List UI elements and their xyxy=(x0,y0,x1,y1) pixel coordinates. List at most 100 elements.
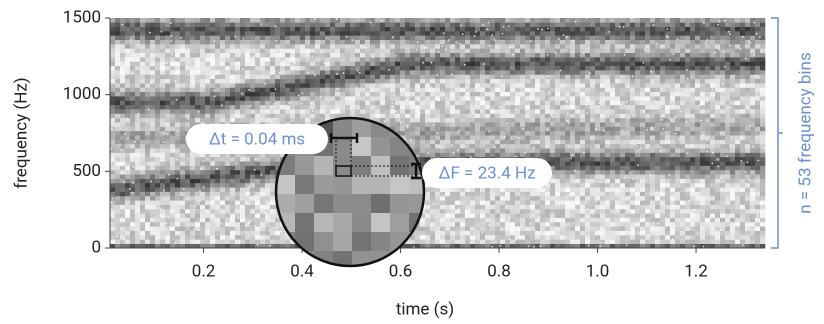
pixel xyxy=(225,174,231,179)
pixel xyxy=(260,44,266,49)
pixel xyxy=(255,200,261,205)
pixel xyxy=(530,22,536,27)
pixel xyxy=(570,96,576,101)
pixel xyxy=(465,191,471,197)
pixel xyxy=(370,52,376,58)
pixel xyxy=(200,169,206,175)
pixel xyxy=(465,117,471,123)
pixel xyxy=(365,109,371,114)
pixel xyxy=(410,234,416,240)
pixel xyxy=(155,126,161,132)
pixel xyxy=(205,213,211,218)
pixel xyxy=(185,113,191,119)
pixel xyxy=(450,217,456,223)
pixel xyxy=(175,234,181,240)
pixel xyxy=(570,239,576,244)
pixel xyxy=(120,200,126,205)
pixel xyxy=(570,39,576,45)
pixel xyxy=(455,139,461,145)
pixel xyxy=(275,109,281,114)
pixel xyxy=(285,18,291,23)
pixel xyxy=(235,174,241,179)
pixel xyxy=(125,191,131,197)
pixel xyxy=(195,191,201,197)
pixel xyxy=(440,230,446,236)
pixel xyxy=(165,126,171,132)
pixel xyxy=(495,208,501,214)
pixel xyxy=(290,87,296,93)
pixel xyxy=(440,70,446,75)
pixel xyxy=(535,44,541,49)
pixel xyxy=(335,70,341,75)
pixel xyxy=(410,31,416,36)
pixel xyxy=(450,57,456,62)
pixel xyxy=(130,230,136,236)
pixel xyxy=(415,104,421,110)
pixel xyxy=(370,74,376,80)
pixel xyxy=(575,87,581,93)
pixel xyxy=(415,61,421,67)
pixel xyxy=(430,39,436,45)
pixel xyxy=(160,243,166,249)
pixel xyxy=(250,57,256,62)
pixel xyxy=(550,65,556,71)
pixel xyxy=(330,109,336,114)
pixel xyxy=(490,187,496,192)
pixel xyxy=(285,74,291,80)
pixel xyxy=(175,87,181,93)
pixel xyxy=(185,174,191,179)
pixel xyxy=(160,78,166,84)
pixel xyxy=(320,31,326,36)
pixel xyxy=(510,152,516,158)
pixel xyxy=(380,87,386,93)
pixel xyxy=(520,139,526,145)
pixel xyxy=(130,135,136,140)
pixel xyxy=(540,217,546,223)
pixel xyxy=(550,217,556,223)
pixel xyxy=(160,165,166,171)
pixel xyxy=(165,100,171,106)
pixel xyxy=(165,48,171,54)
pixel xyxy=(470,191,476,197)
pixel xyxy=(480,18,486,23)
pixel xyxy=(465,44,471,49)
pixel xyxy=(130,100,136,106)
pixel xyxy=(535,239,541,244)
pixel xyxy=(110,213,116,218)
pixel xyxy=(485,208,491,214)
pixel xyxy=(275,31,281,36)
pixel xyxy=(550,57,556,62)
pixel xyxy=(250,152,256,158)
pixel xyxy=(430,18,436,23)
pixel xyxy=(155,148,161,153)
pixel xyxy=(150,234,156,240)
pixel xyxy=(415,35,421,40)
pixel xyxy=(120,35,126,40)
pixel xyxy=(200,165,206,171)
pixel xyxy=(360,87,366,93)
pixel xyxy=(310,70,316,75)
pixel xyxy=(230,226,236,231)
pixel xyxy=(310,57,316,62)
pixel xyxy=(165,169,171,175)
pixel xyxy=(240,26,246,32)
pixel xyxy=(250,204,256,210)
pixel xyxy=(575,109,581,114)
pixel xyxy=(170,165,176,171)
pixel xyxy=(535,57,541,62)
pixel xyxy=(265,174,271,179)
pixel xyxy=(430,65,436,71)
pixel xyxy=(500,109,506,114)
pixel xyxy=(365,39,371,45)
pixel xyxy=(360,70,366,75)
pixel xyxy=(475,104,481,110)
pixel xyxy=(180,169,186,175)
pixel xyxy=(495,91,501,97)
pixel xyxy=(370,87,376,93)
pixel xyxy=(490,100,496,106)
pixel xyxy=(510,204,516,210)
pixel xyxy=(225,65,231,71)
pixel xyxy=(385,52,391,58)
pixel xyxy=(160,87,166,93)
pixel xyxy=(520,204,526,210)
